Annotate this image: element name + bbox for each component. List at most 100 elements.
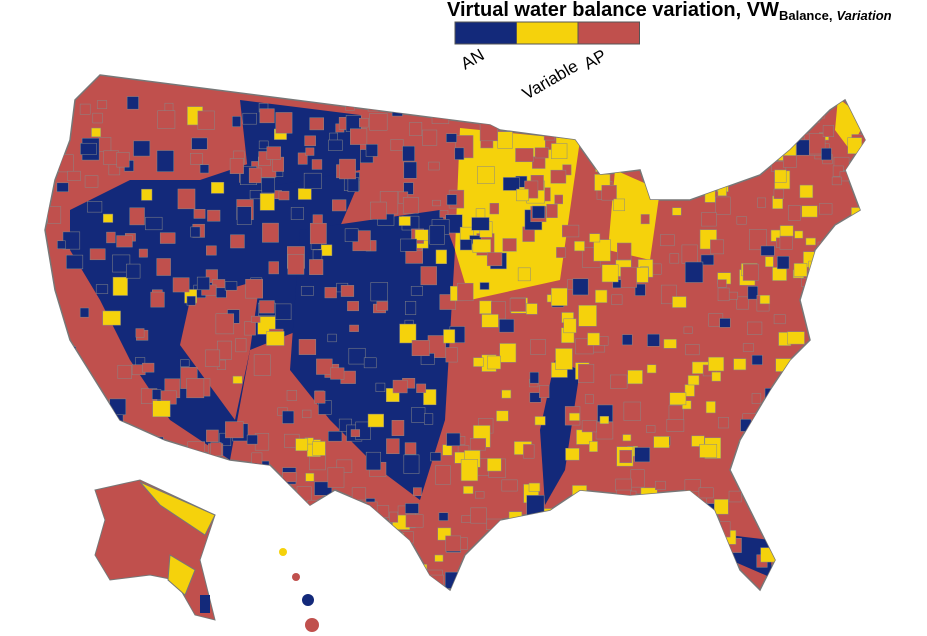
county (627, 370, 643, 385)
county (132, 581, 148, 590)
county (496, 410, 509, 422)
county (861, 194, 865, 209)
county (290, 508, 306, 521)
county (546, 203, 558, 218)
county (282, 410, 295, 424)
county (829, 507, 844, 524)
county (186, 476, 202, 495)
county (574, 241, 585, 252)
county (230, 234, 245, 249)
county (843, 384, 858, 395)
county (502, 238, 517, 252)
county (534, 147, 549, 159)
county (369, 113, 388, 131)
county (190, 226, 201, 238)
county (577, 576, 590, 587)
county (700, 254, 715, 266)
county (102, 310, 121, 326)
county (584, 394, 594, 404)
county (751, 111, 765, 124)
county (226, 562, 237, 577)
county (301, 561, 316, 576)
county (391, 419, 405, 436)
county (365, 144, 378, 157)
county (266, 146, 281, 160)
county (327, 333, 337, 343)
county (774, 169, 787, 183)
county (259, 193, 275, 211)
county (95, 284, 109, 294)
county (701, 168, 713, 181)
county (261, 177, 275, 194)
county (347, 301, 359, 312)
county (808, 101, 826, 119)
county (822, 418, 837, 434)
county (629, 107, 643, 120)
county (471, 217, 490, 231)
county (682, 156, 698, 176)
county (768, 125, 785, 140)
county (669, 253, 680, 264)
county (186, 295, 196, 306)
county (854, 556, 865, 572)
county (232, 375, 243, 384)
county (212, 459, 224, 474)
county (370, 282, 388, 302)
county (692, 161, 705, 177)
county (796, 139, 810, 156)
county (779, 225, 794, 237)
county (735, 463, 746, 474)
hawaii (302, 594, 314, 606)
county (47, 430, 65, 444)
county (92, 446, 102, 457)
county (556, 247, 566, 258)
county (752, 116, 763, 124)
county (210, 442, 222, 457)
county (844, 467, 856, 479)
county (190, 153, 203, 165)
county (640, 214, 650, 225)
county (769, 422, 781, 437)
county (830, 281, 843, 291)
county (789, 517, 801, 527)
county (819, 203, 833, 215)
county (765, 256, 774, 268)
county (590, 521, 599, 533)
county (710, 588, 730, 590)
county (604, 118, 616, 132)
county (535, 107, 548, 117)
county (851, 342, 862, 352)
county (668, 405, 684, 421)
county (801, 391, 816, 407)
county (611, 294, 623, 305)
county (794, 411, 810, 423)
county (840, 574, 859, 590)
county (839, 223, 849, 233)
county (384, 567, 401, 582)
hawaii (305, 618, 319, 632)
title: Virtual water balance variation, VWBalan… (447, 0, 892, 23)
county (439, 210, 449, 218)
county (622, 434, 632, 442)
county (82, 485, 96, 496)
legend-label: AP (581, 46, 610, 74)
county (312, 249, 323, 260)
county (304, 135, 316, 147)
county (224, 281, 238, 291)
county (218, 504, 238, 521)
county (242, 112, 257, 125)
county (838, 573, 849, 585)
county (309, 259, 324, 275)
county (329, 537, 346, 554)
county (595, 154, 614, 172)
county (74, 471, 86, 481)
county (470, 507, 487, 524)
county (411, 340, 430, 357)
county (523, 576, 537, 588)
county (563, 570, 580, 583)
county (529, 371, 539, 384)
county (141, 188, 153, 201)
county (515, 148, 534, 163)
county (454, 147, 465, 160)
county (501, 479, 518, 492)
